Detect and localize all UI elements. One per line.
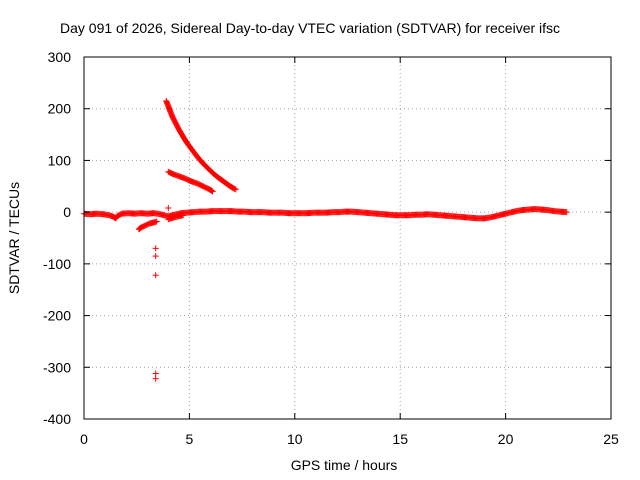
x-tick-label: 25 [603,431,619,447]
data-point-outlier [152,245,159,252]
y-tick-label: -400 [43,411,71,427]
x-tick-label: 0 [80,431,88,447]
data-point-descending-arc-lower [209,188,216,195]
data-point-descending-arc-lower [208,187,215,194]
y-tick-labels: 300 200 100 0 -100 -200 -300 -400 [43,49,71,427]
axis-ticks [83,56,612,420]
data-point-outlier [152,370,159,377]
data-point-ascending-arc [152,218,159,225]
x-tick-labels: 0 5 10 15 20 25 [80,431,619,447]
x-tick-label: 5 [186,431,194,447]
y-axis-label: SDTVAR / TECUs [6,182,22,294]
y-tick-label: 100 [48,152,72,168]
data-point-outlier [152,375,159,382]
chart-title: Day 091 of 2026, Sidereal Day-to-day VTE… [60,20,560,36]
data-point-rising-segment [180,212,187,219]
data-point-ascending-arc [153,218,160,225]
x-tick-label: 15 [392,431,408,447]
x-axis-label: GPS time / hours [291,457,398,473]
data-point-outlier [152,253,159,260]
data-point-descending-arc-upper [232,186,239,193]
data-point-outlier [152,272,159,279]
data-point-descending-arc-upper [231,185,238,192]
y-tick-label: -300 [43,359,71,375]
y-tick-label: 300 [48,49,72,65]
x-tick-label: 10 [287,431,303,447]
data-point-descending-arc-lower [208,187,215,194]
data-points [81,97,570,382]
chart-grid [84,57,611,419]
y-tick-label: 200 [48,101,72,117]
plot-frame [83,56,612,420]
y-tick-label: -200 [43,308,71,324]
data-point-outlier [165,205,172,212]
y-tick-label: 0 [63,204,71,220]
y-tick-label: -100 [43,256,71,272]
data-point-baseline [563,209,570,216]
x-tick-label: 20 [498,431,514,447]
